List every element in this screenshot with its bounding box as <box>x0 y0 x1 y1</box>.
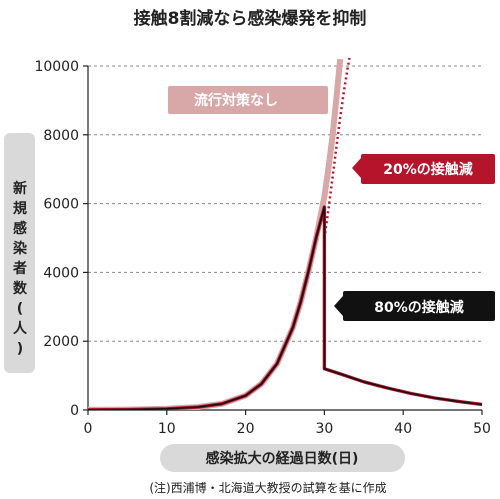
label-arrow-20 <box>352 158 361 178</box>
chart-title: 接触8割減なら感染爆発を抑制 <box>134 8 367 29</box>
label-no-measures: 流行対策なし <box>194 92 278 109</box>
y-tick-label: 0 <box>70 403 79 419</box>
y-axis: 0 2000 4000 6000 8000 10000 <box>34 59 88 419</box>
xlabel-box <box>160 444 405 472</box>
y-tick-label: 8000 <box>43 128 79 144</box>
x-tick-label: 40 <box>394 421 412 437</box>
x-tick-label: 50 <box>473 421 491 437</box>
y-tick-label: 10000 <box>34 59 79 75</box>
series-line-80-reduction <box>88 206 482 410</box>
x-tick-label: 30 <box>315 421 333 437</box>
x-axis-label: 感染拡大の経過日数(日) <box>206 450 359 467</box>
y-axis-label: 新規感染者数(人) <box>13 180 28 357</box>
label-80-reduction: 80%の接触減 <box>374 299 464 316</box>
label-box-no-measures <box>168 86 328 114</box>
label-20-reduction: 20%の接触減 <box>383 161 473 178</box>
series-line-20-reduction <box>323 58 351 239</box>
label-arrow-80 <box>334 296 343 316</box>
x-tick-label: 20 <box>237 421 255 437</box>
x-tick-label: 10 <box>158 421 176 437</box>
label-box-20 <box>361 154 495 184</box>
x-axis: 0 10 20 30 40 50 <box>84 410 491 437</box>
x-tick-label: 0 <box>84 421 93 437</box>
series-layer <box>88 58 482 410</box>
label-box-80 <box>343 291 495 321</box>
source-note: (注)西浦博・北海道大教授の試算を基に作成 <box>149 480 386 495</box>
y-tick-label: 4000 <box>43 265 79 281</box>
y-tick-label: 2000 <box>43 334 79 350</box>
y-tick-label: 6000 <box>43 197 79 213</box>
ylabel-box <box>4 133 35 373</box>
